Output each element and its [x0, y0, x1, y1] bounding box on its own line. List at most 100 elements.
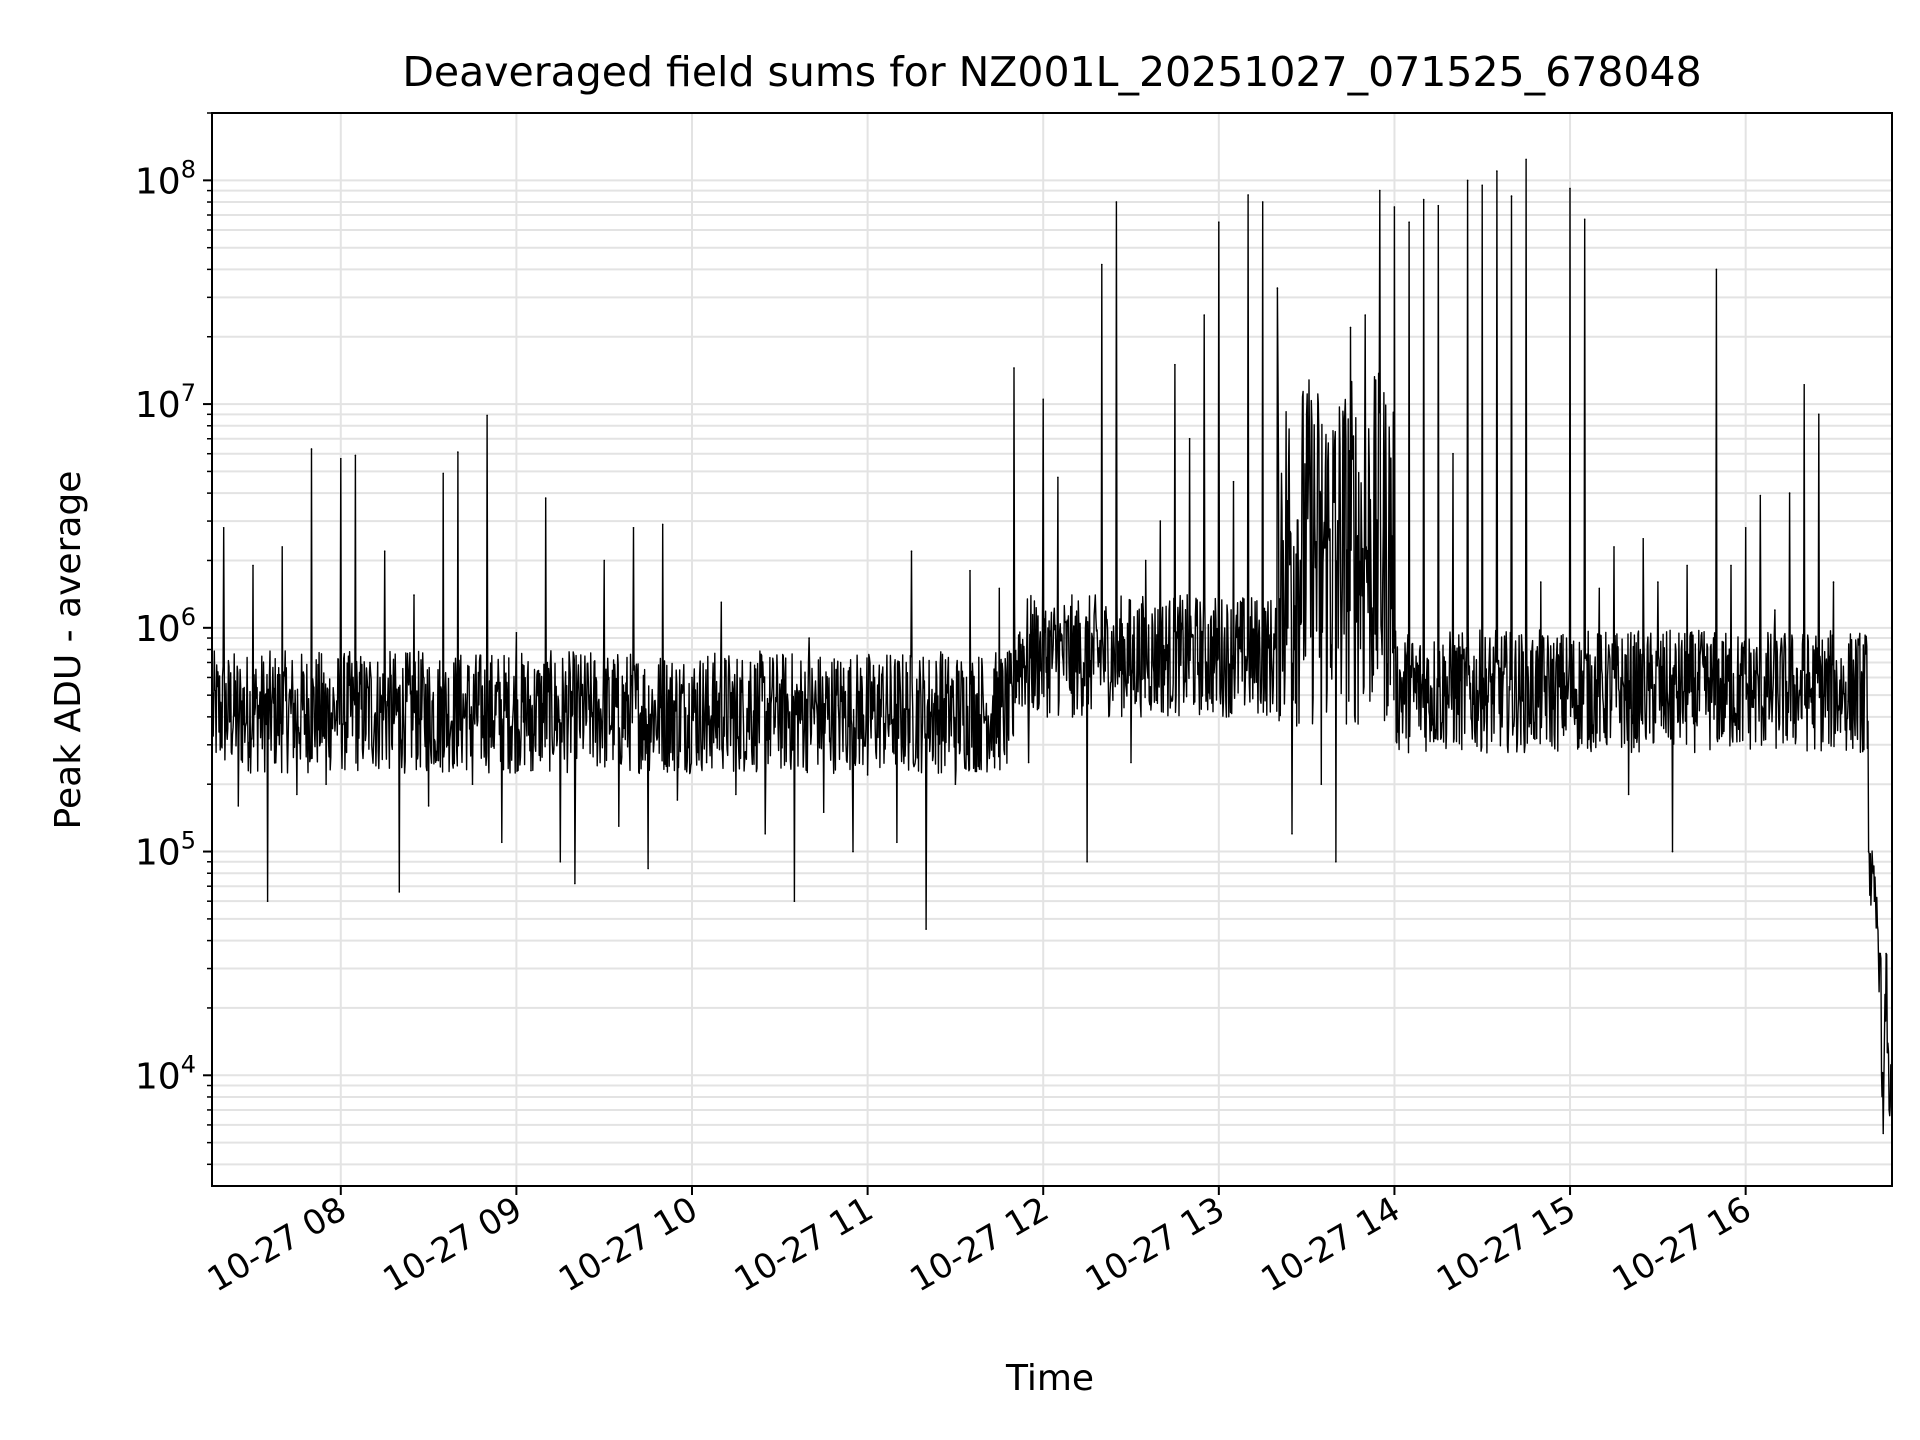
data-point [1349, 326, 1352, 329]
data-point [1232, 480, 1235, 483]
y-axis: 104 105 106 107 108 [135, 112, 212, 1166]
data-point [969, 569, 971, 572]
data-point [1832, 581, 1835, 583]
data-point [1261, 201, 1264, 203]
data-point [1774, 609, 1776, 611]
data-point [1203, 314, 1205, 316]
y-tick-label: 108 [135, 155, 196, 202]
data-point [1393, 206, 1396, 208]
data-point [296, 793, 298, 796]
data-point [471, 783, 474, 785]
data-point [369, 661, 371, 664]
data-point [413, 594, 415, 596]
data-point [1510, 195, 1513, 197]
data-point [1818, 413, 1820, 416]
data-point [1218, 221, 1220, 223]
data-point [1481, 184, 1483, 187]
data-point [1101, 263, 1103, 266]
data-point [1408, 221, 1410, 223]
data-point [1525, 158, 1527, 161]
data-point [530, 769, 532, 772]
data-point [632, 527, 635, 529]
data-point [1071, 716, 1074, 718]
data-point [1613, 546, 1615, 548]
data-point [647, 867, 649, 870]
data-point [1657, 581, 1659, 583]
data-point [222, 527, 225, 529]
data-point [1422, 198, 1425, 201]
data-point [1873, 900, 1876, 902]
data-point [1888, 1109, 1890, 1111]
data-point [266, 900, 269, 902]
y-tick-label: 106 [135, 603, 196, 650]
data-point [822, 811, 825, 813]
data-point [910, 550, 913, 552]
data-point [1466, 179, 1469, 182]
data-point [1759, 494, 1762, 497]
data-point [325, 783, 327, 785]
y-tick-label: 105 [135, 827, 196, 874]
data-point [603, 559, 605, 562]
data-point [1879, 952, 1882, 955]
data-point [1686, 564, 1688, 567]
data-point [837, 704, 840, 707]
data-point [852, 850, 854, 853]
data-point [896, 841, 898, 844]
data-point [427, 805, 430, 807]
data-point [676, 799, 679, 801]
data-point [1027, 761, 1030, 764]
data-point [661, 523, 664, 526]
data-point [574, 882, 576, 885]
data-point [925, 928, 927, 930]
data-point [983, 716, 986, 718]
data-point [398, 891, 401, 893]
data-point [881, 673, 883, 676]
data-point [1086, 861, 1088, 863]
data-point [1247, 194, 1249, 196]
data-point [954, 783, 957, 785]
data-point [1452, 452, 1454, 455]
data-point [1861, 750, 1864, 753]
data-point [1788, 492, 1791, 494]
data-point [252, 564, 254, 567]
data-point [1276, 287, 1279, 289]
data-point [1042, 398, 1044, 401]
x-axis-label: Time [1005, 1358, 1094, 1399]
data-point [1540, 581, 1542, 583]
data-point [1701, 632, 1703, 634]
data-point [1115, 201, 1118, 203]
data-point [1882, 1132, 1884, 1135]
data-point [1744, 527, 1747, 529]
data-point [340, 457, 342, 460]
data-point [501, 841, 503, 844]
data-point [1320, 783, 1323, 785]
data-point [779, 683, 781, 685]
data-point [1188, 437, 1191, 440]
data-point [1335, 861, 1337, 863]
data-point [237, 805, 240, 807]
data-point [749, 661, 752, 664]
data-point [281, 546, 284, 548]
data-point [1642, 538, 1644, 540]
data-point [354, 454, 357, 457]
data-point [310, 448, 313, 450]
data-point [1057, 476, 1059, 479]
data-point [1013, 367, 1015, 369]
data-point [1174, 363, 1176, 366]
data-point [1715, 268, 1718, 271]
data-point [383, 550, 386, 552]
y-tick-label: 107 [135, 379, 196, 426]
data-point [720, 601, 723, 604]
data-point [1885, 952, 1887, 955]
data-point [1305, 413, 1308, 416]
data-point [998, 587, 1001, 590]
data-point [1569, 187, 1571, 190]
data-point [940, 651, 942, 653]
y-axis-label: Peak ADU - average [48, 471, 89, 830]
data-point [1627, 793, 1630, 796]
data-point [1803, 384, 1805, 386]
data-point [1144, 559, 1147, 562]
data-point [793, 900, 796, 902]
data-point [1867, 850, 1870, 853]
